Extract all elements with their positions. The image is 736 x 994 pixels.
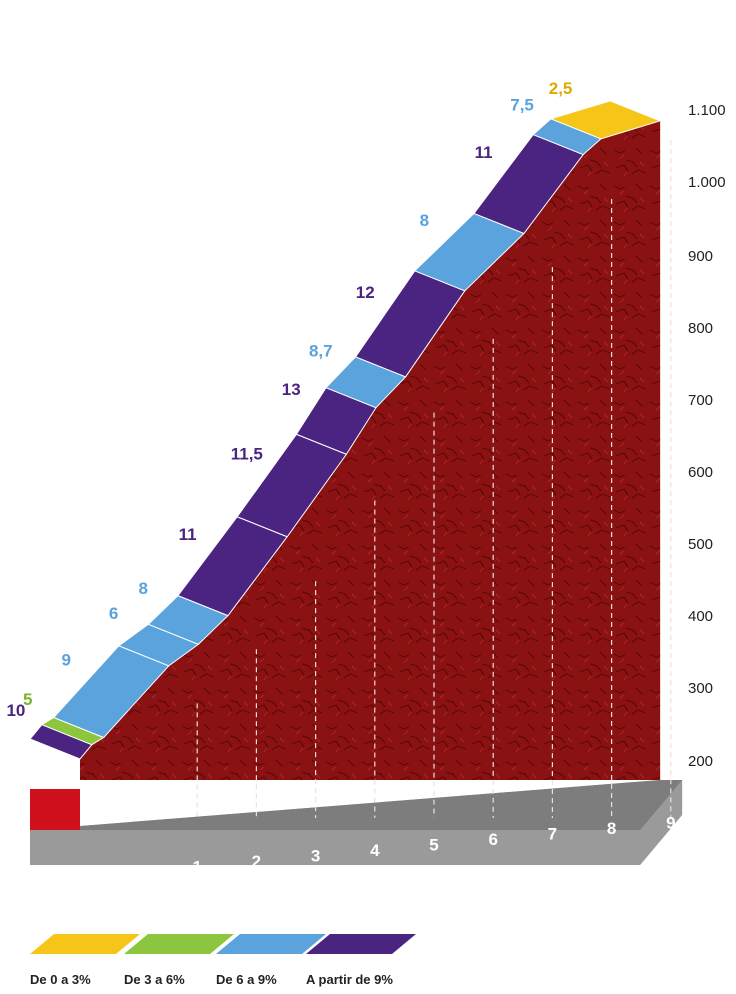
y-tick-label: 400 (688, 608, 713, 625)
legend-label: De 6 a 9% (216, 972, 277, 987)
gradient-label: 11,5 (231, 445, 263, 464)
gradient-label: 12 (356, 283, 375, 302)
legend-label: A partir de 9% (306, 972, 393, 987)
y-tick-label: 600 (688, 464, 713, 481)
gradient-label: 2,5 (549, 79, 573, 98)
legend-label: De 0 a 3% (30, 972, 91, 987)
legend-item-0-3: De 0 a 3% (30, 930, 140, 994)
legend-swatch-purple (306, 934, 416, 954)
x-tick-label: 9 (666, 814, 675, 833)
x-tick-label: 6 (488, 830, 497, 849)
y-tick-label: 500 (688, 536, 713, 553)
legend-item-6-9: De 6 a 9% (216, 930, 326, 994)
x-tick-label: 7 (548, 825, 557, 844)
legend-swatch-yellow (30, 934, 140, 954)
x-tick-label: 2 (252, 852, 261, 871)
gradient-label: 7,5 (510, 96, 534, 115)
legend-swatch-blue (216, 934, 326, 954)
gradient-label: 8 (138, 579, 147, 598)
gradient-label: 10 (6, 701, 25, 720)
gradient-label: 8 (420, 211, 429, 230)
legend-swatch-green (124, 934, 234, 954)
start-block (30, 789, 80, 830)
x-tick-label: 8 (607, 819, 616, 838)
profile-area (80, 120, 661, 781)
gradient-label: 13 (282, 380, 301, 399)
x-tick-label: 5 (429, 836, 438, 855)
legend-label: De 3 a 6% (124, 972, 185, 987)
gradient-segment (549, 100, 662, 140)
x-tick-label: 3 (311, 847, 320, 866)
x-tick-label: 4 (370, 841, 380, 860)
gradient-label: 11 (179, 525, 197, 544)
y-tick-label: 1.100 (688, 102, 726, 119)
gradient-label: 6 (109, 604, 118, 623)
gradient-label: 8,7 (309, 341, 333, 360)
gradient-label: 5 (23, 690, 32, 709)
x-tick-label: 0 (75, 863, 84, 882)
y-tick-label: 800 (688, 320, 713, 337)
base-platform-top (30, 780, 683, 830)
y-tick-label: 900 (688, 248, 713, 265)
y-tick-label: 1.000 (688, 174, 726, 191)
legend: De 0 a 3% De 3 a 6% De 6 a 9% A partir d… (0, 930, 736, 994)
y-tick-label: 700 (688, 392, 713, 409)
x-tick-label: 1 (192, 858, 201, 877)
gradient-label: 9 (62, 651, 71, 670)
legend-item-3-6: De 3 a 6% (124, 930, 234, 994)
legend-item-over-9: A partir de 9% (306, 930, 416, 994)
y-tick-label: 300 (688, 680, 713, 697)
y-tick-label: 200 (688, 753, 713, 770)
gradient-label: 11 (475, 143, 493, 162)
